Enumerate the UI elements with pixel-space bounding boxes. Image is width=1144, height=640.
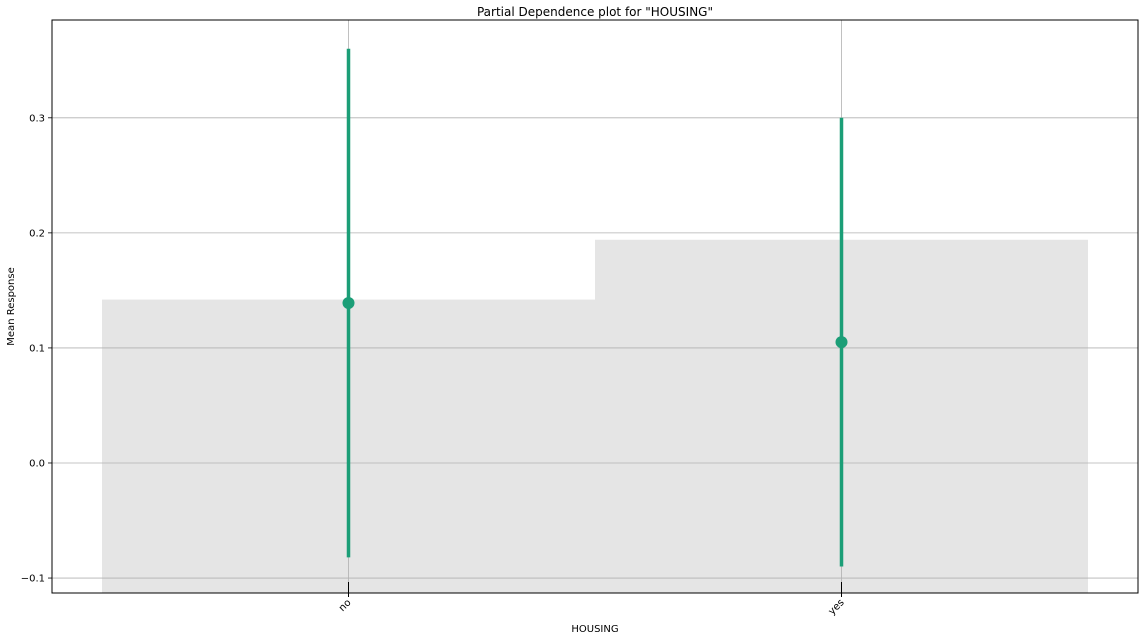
y-tick-label: 0.3 <box>29 113 45 124</box>
y-axis-label: Mean Response <box>6 267 17 345</box>
plot-frame <box>51 19 1139 594</box>
x-tick-label-no: no <box>337 597 354 614</box>
y-tick-label: 0.1 <box>29 343 45 354</box>
data-point-no <box>342 297 355 310</box>
x-axis-label: HOUSING <box>571 624 618 635</box>
y-tick-label: 0.0 <box>29 458 45 469</box>
y-tick-label: 0.2 <box>29 228 45 239</box>
chart-title: Partial Dependence plot for "HOUSING" <box>477 5 713 19</box>
series-layer <box>342 48 848 567</box>
data-point-yes <box>835 336 848 349</box>
histogram-layer <box>102 239 1088 593</box>
x-tick-label-yes: yes <box>827 597 847 617</box>
y-tick-label: −0.1 <box>21 574 45 585</box>
